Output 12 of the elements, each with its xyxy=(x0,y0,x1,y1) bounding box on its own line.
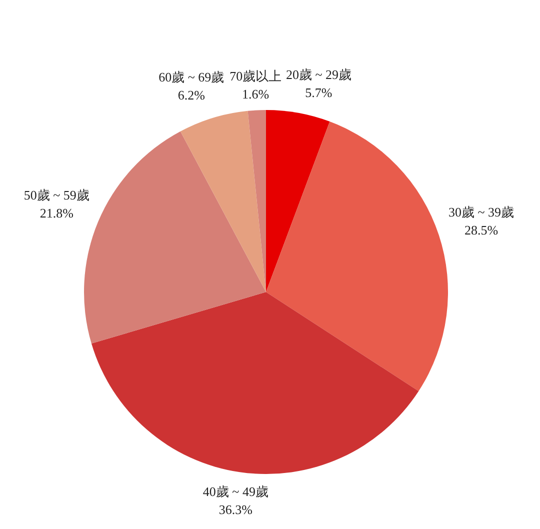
data-label: 28.5% xyxy=(464,222,498,238)
slice-label: 60歲 ~ 69歲 xyxy=(158,69,224,84)
slice-label: 20歲 ~ 29歲 xyxy=(286,66,352,82)
data-label: 36.3% xyxy=(218,502,253,518)
data-label: 6.2% xyxy=(178,87,206,102)
data-label: 5.7% xyxy=(305,84,332,100)
slice-label: 50歲 ~ 59歲 xyxy=(24,188,90,203)
slice-label: 70歲以上 xyxy=(230,68,282,84)
slice-label: 40歲 ~ 49歲 xyxy=(202,484,268,500)
slice-label: 30歲 ~ 39歲 xyxy=(448,204,514,220)
data-label: 1.6% xyxy=(242,86,270,102)
data-label: 21.8% xyxy=(40,206,74,221)
